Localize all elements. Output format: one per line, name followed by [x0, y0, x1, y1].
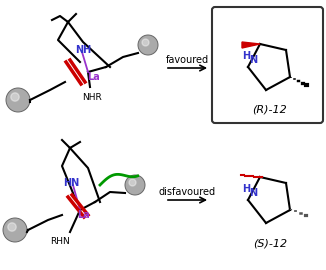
Text: La: La — [78, 210, 90, 220]
Text: (R)-12: (R)-12 — [253, 105, 288, 115]
Text: HN: HN — [63, 178, 79, 188]
Circle shape — [3, 218, 27, 242]
Text: NH: NH — [75, 45, 91, 55]
Text: RHN: RHN — [50, 238, 70, 247]
Polygon shape — [242, 42, 260, 48]
Text: H: H — [242, 184, 250, 194]
Text: La: La — [87, 72, 99, 82]
Circle shape — [11, 93, 19, 101]
Text: N: N — [249, 188, 257, 198]
FancyBboxPatch shape — [212, 7, 323, 123]
Text: (S)-12: (S)-12 — [253, 238, 287, 248]
Circle shape — [6, 88, 30, 112]
Circle shape — [125, 175, 145, 195]
Circle shape — [8, 223, 16, 231]
Circle shape — [129, 179, 136, 186]
Text: favoured: favoured — [165, 55, 209, 65]
Text: N: N — [249, 55, 257, 65]
Text: H: H — [242, 51, 250, 61]
Text: disfavoured: disfavoured — [158, 187, 215, 197]
Circle shape — [138, 35, 158, 55]
Text: NHR: NHR — [82, 93, 102, 102]
Circle shape — [142, 39, 149, 46]
